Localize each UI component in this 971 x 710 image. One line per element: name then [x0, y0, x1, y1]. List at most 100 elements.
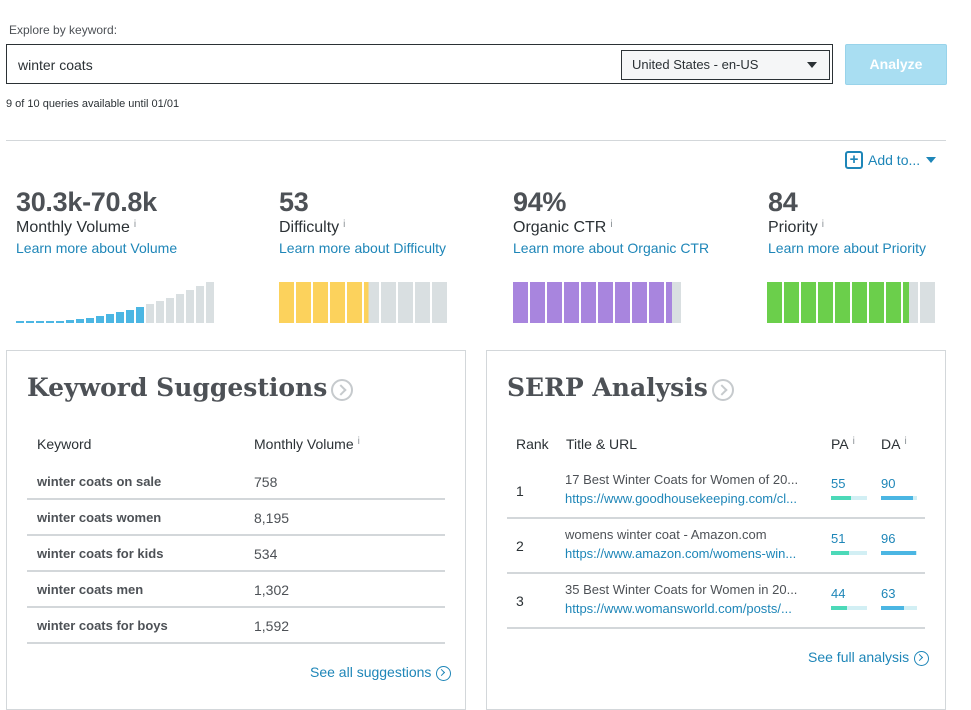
priority-segment-fill [818, 282, 833, 323]
priority-segment-fill [852, 282, 867, 323]
volume-bar [136, 307, 144, 323]
metric-difficulty: 53 Difficulty i Learn more about Difficul… [279, 186, 446, 256]
organic-ctr-meter-chart [513, 282, 681, 323]
queries-available-text: 9 of 10 queries available until 01/01 [6, 98, 180, 110]
table-row[interactable]: winter coats for kids 534 [27, 536, 445, 572]
info-icon[interactable]: i [610, 219, 613, 230]
info-icon[interactable]: i [821, 219, 825, 230]
volume-bar [186, 290, 194, 323]
learn-more-priority-link[interactable]: Learn more about Priority [768, 240, 926, 256]
keyword-cell: winter coats for kids [37, 546, 164, 561]
volume-meter-chart [16, 282, 214, 323]
priority-segment [920, 282, 935, 323]
volume-bar [176, 294, 184, 323]
volume-cell: 534 [254, 546, 278, 562]
organic-ctr-segment-fill [530, 282, 545, 323]
difficulty-segment-fill [347, 282, 362, 323]
locale-select[interactable]: United States - en-US [621, 50, 830, 80]
info-icon[interactable]: i [343, 219, 346, 230]
keyword-input[interactable] [16, 53, 610, 77]
pa-value: 55 [831, 476, 846, 491]
da-bar-fill [881, 606, 904, 610]
metric-value: 30.3k-70.8k [16, 187, 157, 217]
difficulty-segment-fill [330, 282, 345, 323]
keyword-cell: winter coats for boys [37, 618, 168, 633]
organic-ctr-segment-fill [649, 282, 664, 323]
add-to-label: Add to... [868, 152, 921, 169]
table-row[interactable]: winter coats men 1,302 [27, 572, 445, 608]
volume-bar [56, 321, 64, 323]
panel-title-text: Keyword Suggestions [27, 373, 328, 402]
chevron-right-circle-icon[interactable] [711, 378, 734, 401]
priority-segment-fill [801, 282, 816, 323]
priority-segment-fill [784, 282, 799, 323]
column-header-rank: Rank [516, 436, 549, 452]
priority-segment-fill [869, 282, 884, 323]
da-bar [881, 496, 917, 500]
divider [6, 140, 946, 141]
learn-more-difficulty-link[interactable]: Learn more about Difficulty [279, 240, 447, 256]
volume-bar [126, 310, 134, 323]
result-url-link[interactable]: https://www.amazon.com/womens-win... [565, 546, 797, 561]
volume-cell: 8,195 [254, 510, 290, 526]
organic-ctr-segment-fill [666, 282, 672, 323]
keyword-cell: winter coats men [37, 582, 144, 597]
volume-bar [16, 321, 24, 323]
table-row[interactable]: winter coats women 8,195 [27, 500, 445, 536]
volume-bar [156, 301, 164, 323]
difficulty-segment [398, 282, 413, 323]
metric-value: 84 [768, 187, 798, 217]
organic-ctr-segment-fill [513, 282, 528, 323]
column-header-monthly-volume: Monthly Volume i [254, 436, 360, 452]
da-bar-fill [881, 551, 916, 555]
chevron-right-circle-icon[interactable] [331, 378, 354, 401]
see-all-suggestions-link[interactable]: See all suggestions [310, 664, 452, 681]
metric-value: 53 [279, 187, 309, 217]
pa-bar-fill [831, 606, 847, 610]
metric-title: Difficulty i [279, 219, 446, 237]
pa-value: 44 [831, 586, 846, 601]
da-bar-fill [881, 496, 914, 500]
pa-bar [831, 551, 867, 555]
rank-cell: 3 [516, 593, 524, 609]
difficulty-segment-fill [279, 282, 294, 323]
serp-row: 1 17 Best Winter Coats for Women of 20..… [507, 464, 925, 519]
info-icon[interactable]: i [852, 436, 855, 447]
info-icon[interactable]: i [133, 219, 137, 230]
pa-bar-fill [831, 496, 851, 500]
table-row[interactable]: winter coats on sale 758 [27, 464, 445, 500]
difficulty-segment-fill [296, 282, 311, 323]
locale-select-value: United States - en-US [632, 57, 759, 72]
volume-bar [196, 286, 204, 323]
serp-analysis-panel: SERP Analysis [486, 350, 946, 710]
difficulty-meter-chart [279, 282, 447, 323]
metric-title: Monthly Volume i [16, 219, 177, 237]
add-to-button[interactable]: + Add to... [845, 151, 937, 173]
learn-more-volume-link[interactable]: Learn more about Volume [16, 240, 178, 256]
table-row[interactable]: winter coats for boys 1,592 [27, 608, 445, 644]
info-icon[interactable]: i [357, 436, 360, 447]
difficulty-segment [381, 282, 396, 323]
column-header-label: Monthly Volume [254, 436, 354, 452]
metric-monthly-volume: 30.3k-70.8k Monthly Volume i Learn more a… [16, 186, 177, 256]
column-header-title-url: Title & URL [566, 436, 638, 452]
result-url-link[interactable]: https://www.womansworld.com/posts/... [565, 601, 792, 616]
volume-bar [116, 312, 124, 323]
learn-more-organic-ctr-link[interactable]: Learn more about Organic CTR [513, 240, 710, 256]
metric-priority: 84 Priority i Learn more about Priority [768, 186, 926, 256]
priority-segment-fill [767, 282, 782, 323]
search-box: United States - en-US [6, 44, 833, 84]
pa-bar [831, 606, 867, 610]
metric-title-label: Priority [768, 219, 818, 236]
metric-title-label: Difficulty [279, 219, 340, 236]
column-header-keyword: Keyword [37, 436, 92, 452]
chevron-right-circle-icon [914, 650, 930, 666]
serp-row: 3 35 Best Winter Coats for Women in 20..… [507, 574, 925, 629]
result-title: 35 Best Winter Coats for Women in 20... [565, 582, 798, 597]
result-url-link[interactable]: https://www.goodhousekeeping.com/cl... [565, 491, 797, 506]
info-icon[interactable]: i [904, 436, 907, 447]
see-full-analysis-link[interactable]: See full analysis [808, 649, 930, 666]
caret-down-icon [926, 157, 937, 164]
analyze-button[interactable]: Analyze [845, 44, 947, 85]
priority-segment-fill [886, 282, 901, 323]
